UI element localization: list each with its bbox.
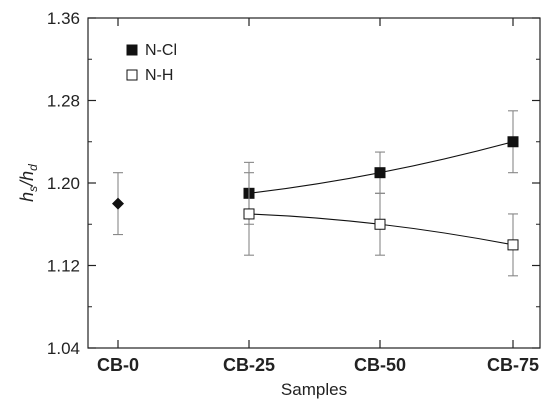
y-tick-label: 1.12	[47, 257, 80, 276]
x-tick-label: CB-50	[354, 355, 406, 375]
y-tick-label: 1.20	[47, 174, 80, 193]
plot-marks	[112, 110, 519, 277]
x-tick-label: CB-75	[487, 355, 539, 375]
point-n-h-cb-25	[243, 208, 255, 220]
y-axis-title: hs/hd	[17, 164, 40, 202]
point-cb-0-diamond	[112, 197, 124, 210]
x-axis: CB-0 CB-25 CB-50 CB-75	[97, 18, 539, 375]
y-tick-label: 1.28	[47, 92, 80, 111]
x-tick-label: CB-25	[223, 355, 275, 375]
point-n-h-cb-75	[507, 239, 519, 251]
legend-marker-n-h	[126, 69, 138, 81]
point-n-cl-cb-75	[507, 136, 519, 148]
y-tick-label: 1.04	[47, 339, 80, 358]
legend-label-n-h: N-H	[145, 67, 173, 84]
point-n-h-cb-50	[374, 218, 386, 230]
y-tick-label: 1.36	[47, 9, 80, 28]
x-axis-title: Samples	[281, 380, 347, 399]
legend-marker-n-cl	[126, 44, 138, 56]
legend: N-Cl N-H	[126, 42, 177, 84]
y-axis: 1.04 1.12 1.20 1.28 1.36	[47, 9, 540, 358]
x-tick-label: CB-0	[97, 355, 139, 375]
point-n-cl-cb-50	[374, 167, 386, 179]
legend-label-n-cl: N-Cl	[145, 42, 177, 59]
